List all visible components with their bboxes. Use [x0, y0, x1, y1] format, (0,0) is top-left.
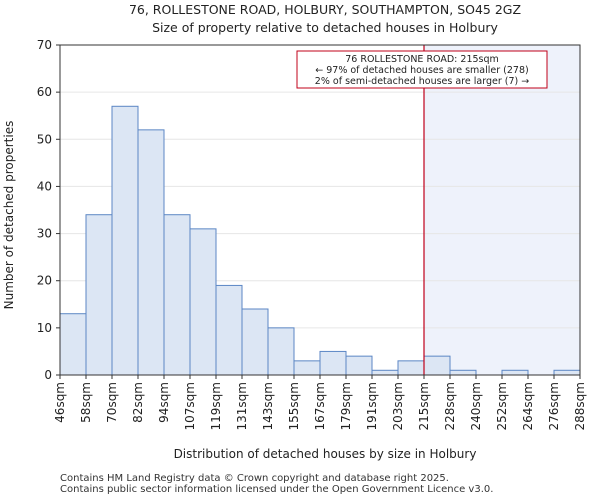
y-tick-label: 60	[37, 85, 52, 99]
bar-167sqm	[319, 350, 347, 376]
x-tick-label: 94sqm	[157, 382, 171, 423]
footer-line-2: Contains public sector information licen…	[60, 484, 494, 495]
x-tick-label: 70sqm	[105, 382, 119, 423]
chart-subtitle: Size of property relative to detached ho…	[152, 20, 498, 35]
y-tick-label: 0	[44, 368, 52, 382]
y-axis-label: Number of detached properties	[2, 121, 16, 310]
annotation-box	[296, 50, 548, 89]
y-tick-label: 30	[37, 227, 52, 241]
bar-276sqm	[553, 369, 581, 376]
bar-155sqm	[293, 360, 321, 376]
y-tick-label: 40	[37, 179, 52, 193]
y-tick-label: 10	[37, 321, 52, 335]
x-tick-label: 82sqm	[131, 382, 145, 423]
bar-179sqm	[345, 355, 373, 376]
bar-70sqm	[111, 105, 139, 376]
x-axis-label: Distribution of detached houses by size …	[174, 447, 477, 461]
x-tick-label: 119sqm	[209, 382, 223, 430]
annotation-line-1: 76 ROLLESTONE ROAD: 215sqm	[345, 54, 499, 65]
highlight-region	[424, 45, 580, 375]
y-tick-label: 50	[37, 132, 52, 146]
x-tick-label: 167sqm	[313, 382, 327, 430]
marker-annotation: 76 ROLLESTONE ROAD: 215sqm ← 97% of deta…	[296, 50, 548, 89]
bar-131sqm	[241, 308, 269, 376]
bar-58sqm	[85, 214, 113, 376]
x-tick-label: 179sqm	[339, 382, 353, 430]
bar-215sqm	[423, 355, 451, 376]
bar-119sqm	[215, 284, 243, 376]
x-tick-label: 240sqm	[469, 382, 483, 430]
x-tick-label: 58sqm	[79, 382, 93, 423]
x-tick-label: 46sqm	[53, 382, 67, 423]
bar-203sqm	[397, 360, 425, 376]
bar-107sqm	[189, 228, 217, 376]
bar-94sqm	[163, 214, 191, 376]
x-tick-label: 276sqm	[547, 382, 561, 430]
annotation-line-2: ← 97% of detached houses are smaller (27…	[315, 65, 528, 76]
x-tick-label: 155sqm	[287, 382, 301, 430]
annotation-line-3: 2% of semi-detached houses are larger (7…	[315, 76, 529, 87]
bar-143sqm	[267, 327, 295, 376]
bar-82sqm	[137, 129, 165, 376]
y-tick-label: 20	[37, 274, 52, 288]
x-tick-label: 264sqm	[521, 382, 535, 430]
x-tick-label: 191sqm	[365, 382, 379, 430]
bar-252sqm	[501, 369, 529, 376]
x-tick-label: 288sqm	[573, 382, 587, 430]
bar-228sqm	[449, 369, 477, 376]
x-tick-label: 107sqm	[183, 382, 197, 430]
footer-line-1: Contains HM Land Registry data © Crown c…	[60, 473, 449, 484]
x-tick-label: 215sqm	[417, 382, 431, 430]
x-tick-label: 143sqm	[261, 382, 275, 430]
x-tick-label: 203sqm	[391, 382, 405, 430]
bar-191sqm	[371, 369, 399, 376]
x-tick-label: 228sqm	[443, 382, 457, 430]
chart-title: 76, ROLLESTONE ROAD, HOLBURY, SOUTHAMPTO…	[129, 2, 521, 17]
x-tick-label: 131sqm	[235, 382, 249, 430]
y-tick-label: 70	[37, 38, 52, 52]
bar-46sqm	[59, 313, 87, 376]
x-tick-label: 252sqm	[495, 382, 509, 430]
